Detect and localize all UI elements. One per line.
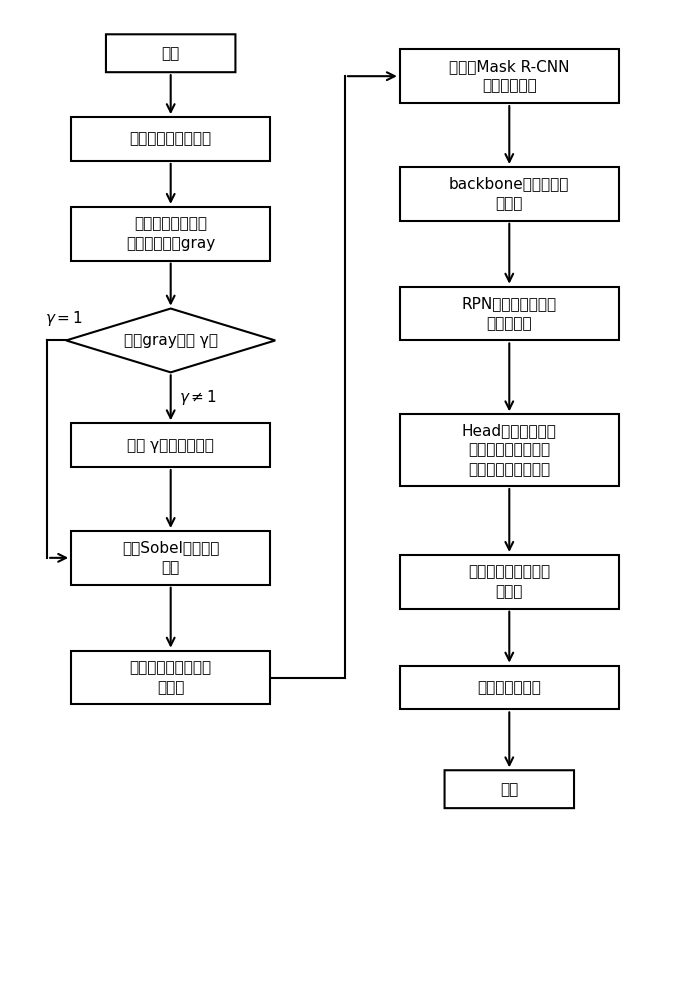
Bar: [400, 414, 619, 486]
Text: 计算反应图片明暗
情况的灰度级gray: 计算反应图片明暗 情况的灰度级gray: [126, 216, 216, 251]
Bar: [400, 167, 619, 221]
Bar: [400, 287, 619, 340]
Text: 开始: 开始: [162, 46, 180, 61]
Text: 提取Sobel算子边缘
信息: 提取Sobel算子边缘 信息: [122, 540, 220, 575]
FancyBboxPatch shape: [106, 34, 235, 72]
Text: 根据 γ进行伽马变换: 根据 γ进行伽马变换: [127, 438, 214, 453]
Bar: [400, 666, 619, 709]
Text: backbone网络提取图
像特征: backbone网络提取图 像特征: [449, 176, 569, 211]
Polygon shape: [66, 309, 275, 372]
Bar: [71, 531, 270, 585]
Text: Head网络确定图像
内目标的类别、置信
度、位置和分割掩码: Head网络确定图像 内目标的类别、置信 度、位置和分割掩码: [462, 423, 557, 477]
Bar: [400, 49, 619, 103]
FancyBboxPatch shape: [445, 770, 574, 808]
Bar: [400, 555, 619, 609]
Text: RPN网络生成不同尺
度的候选框: RPN网络生成不同尺 度的候选框: [462, 296, 557, 331]
Text: 根据gray判断 γ值: 根据gray判断 γ值: [124, 333, 218, 348]
Text: 根据边缘信息进行边
缘增强: 根据边缘信息进行边 缘增强: [130, 660, 212, 695]
Bar: [71, 117, 270, 161]
Bar: [71, 651, 270, 704]
Text: 输入到Mask R-CNN
红外检测模型: 输入到Mask R-CNN 红外检测模型: [449, 59, 570, 94]
Bar: [71, 423, 270, 467]
Text: 输入待检测红外图像: 输入待检测红外图像: [130, 132, 212, 147]
Text: 输出检测后结果: 输出检测后结果: [477, 680, 541, 695]
Text: 结束: 结束: [500, 782, 518, 797]
Bar: [71, 207, 270, 261]
Text: 将目标的信息绘制在
图篇上: 将目标的信息绘制在 图篇上: [468, 564, 550, 599]
Text: $\gamma \neq 1$: $\gamma \neq 1$: [178, 388, 216, 407]
Text: $\gamma =1$: $\gamma =1$: [45, 309, 83, 328]
